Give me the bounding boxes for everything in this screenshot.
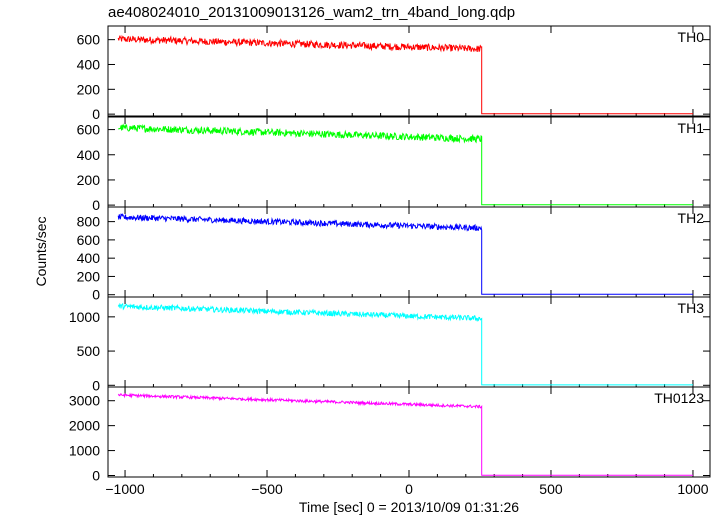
- y-tick-label: 200: [77, 81, 101, 97]
- y-tick-label: 800: [77, 214, 101, 230]
- y-tick-label: 600: [77, 122, 101, 138]
- y-tick-label: 0: [92, 468, 100, 484]
- y-tick-label: 500: [77, 343, 101, 359]
- y-axis-label: Counts/sec: [33, 216, 49, 286]
- y-tick-label: 600: [77, 232, 101, 248]
- panel-label-th1: TH1: [678, 120, 705, 136]
- series-line-th0123: [117, 392, 693, 476]
- x-tick-label: 1000: [677, 481, 708, 497]
- panel-frame-th0: [107, 25, 711, 117]
- x-tick-label: −1000: [105, 481, 145, 497]
- series-line-th0: [117, 34, 693, 115]
- panel-label-th0: TH0: [678, 29, 705, 45]
- series-line-th2: [117, 213, 693, 295]
- y-tick-label: 2000: [69, 418, 100, 434]
- y-tick-label: 0: [92, 106, 100, 122]
- y-tick-label: 3000: [69, 393, 100, 409]
- x-tick-label: −500: [251, 481, 283, 497]
- series-line-th1: [118, 123, 693, 206]
- y-tick-label: 600: [77, 32, 101, 48]
- y-tick-label: 0: [92, 287, 100, 303]
- x-axis-label: Time [sec] 0 = 2013/10/09 01:31:26: [299, 499, 519, 515]
- x-tick-label: 0: [405, 481, 413, 497]
- y-tick-label: 400: [77, 250, 101, 266]
- y-tick-label: 400: [77, 56, 101, 72]
- panel-frame-th3: [107, 296, 711, 388]
- y-tick-label: 200: [77, 268, 101, 284]
- y-tick-label: 1000: [69, 309, 100, 325]
- y-tick-label: 200: [77, 172, 101, 188]
- panel-frame-th0123: [107, 386, 711, 478]
- panel-label-th2: TH2: [678, 210, 705, 226]
- series-line-th3: [117, 302, 693, 386]
- panel-label-th3: TH3: [678, 300, 705, 316]
- y-tick-label: 400: [77, 147, 101, 163]
- y-tick-label: 1000: [69, 443, 100, 459]
- x-tick-label: 500: [539, 481, 563, 497]
- chart-title: ae408024010_20131009013126_wam2_trn_4ban…: [108, 4, 516, 21]
- panel-label-th0123: TH0123: [654, 390, 704, 406]
- y-tick-label: 0: [92, 197, 100, 213]
- y-tick-label: 0: [92, 377, 100, 393]
